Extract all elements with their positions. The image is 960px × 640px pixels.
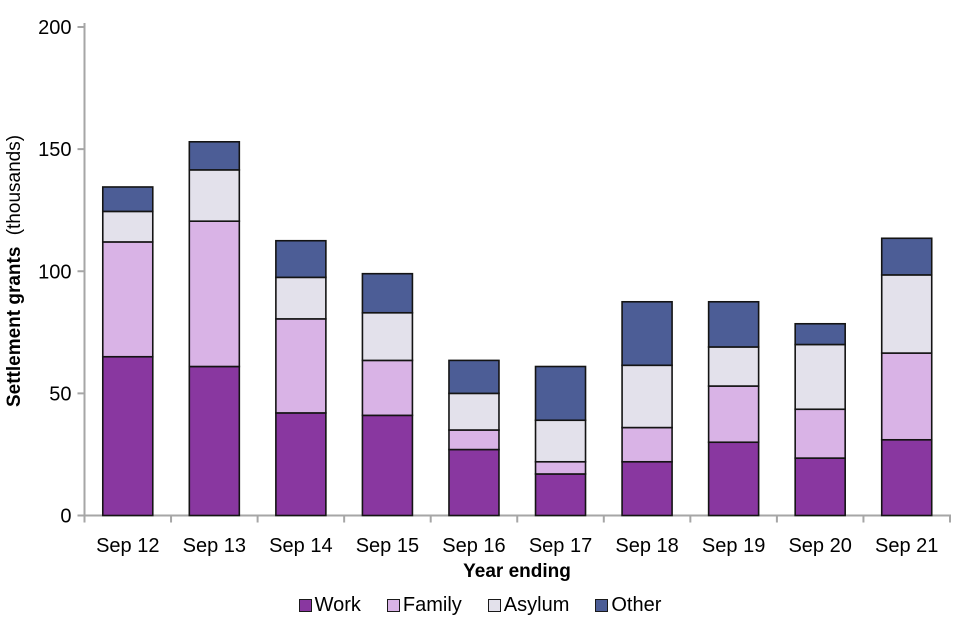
bar-segment-other <box>707 300 760 348</box>
y-axis-tick-label: 50 <box>49 383 71 405</box>
bar-segment-work <box>621 460 673 517</box>
x-axis-tick-label: Sep 19 <box>702 535 765 557</box>
x-axis <box>82 514 951 523</box>
legend-label-other: Other <box>611 594 662 616</box>
bar-segment-family <box>794 408 846 459</box>
x-axis-tick-label: Sep 12 <box>96 535 159 557</box>
legend-label-asylum: Asylum <box>503 594 570 616</box>
x-axis-tick-label: Sep 18 <box>615 535 678 557</box>
bar-segment-other <box>880 237 933 276</box>
bar-segment-asylum <box>361 311 414 362</box>
x-axis-title: Year ending <box>463 561 571 582</box>
legend-label-family: Family <box>402 594 462 616</box>
x-axis-tick-label: Sep 13 <box>183 535 246 557</box>
bar-segment-other <box>794 322 846 346</box>
bar-segment-asylum <box>101 210 154 243</box>
legend-swatch-family <box>386 599 400 612</box>
x-axis-tick-label: Sep 17 <box>529 535 592 557</box>
y-axis: 0 50 100 150 200 <box>38 17 86 528</box>
bar-segment-work <box>794 457 846 517</box>
bar-segment-work <box>707 441 760 517</box>
y-axis-title: Settlement grants (thousands) <box>4 135 25 407</box>
bar-segment-asylum <box>880 274 933 354</box>
bar-segment-family <box>361 359 414 417</box>
bar-segment-other <box>534 365 587 422</box>
bar-segment-family <box>275 318 327 414</box>
bar-segment-family <box>707 385 760 444</box>
x-axis-category-labels: Sep 12 Sep 13 Sep 14 Sep 15 Sep 16 Sep 17 Sep … <box>96 535 938 557</box>
legend-swatch-other <box>595 599 609 612</box>
legend-item-asylum: Asylum <box>487 594 570 617</box>
bar-segment-other <box>101 186 154 213</box>
bar-segment-asylum <box>188 169 241 222</box>
bar-segment-family <box>880 352 933 441</box>
bar-segment-asylum <box>448 392 500 431</box>
bar-segment-other <box>448 359 500 395</box>
bar-segment-family <box>534 460 587 475</box>
x-axis-tick-label: Sep 16 <box>442 535 505 557</box>
bar-segment-other <box>188 140 241 171</box>
x-axis-tick-label: Sep 14 <box>269 535 332 557</box>
bar-segment-work <box>448 448 500 517</box>
y-axis-tick-label: 100 <box>38 261 71 283</box>
bar-segment-asylum <box>794 343 846 411</box>
x-axis-tick-label: Sep 21 <box>875 535 938 557</box>
y-axis-tick-label: 200 <box>38 17 71 39</box>
bar-segment-asylum <box>275 276 327 320</box>
legend-label-work: Work <box>314 594 361 616</box>
bar-segment-family <box>188 220 241 368</box>
legend-swatch-work <box>298 599 312 612</box>
bar-segment-work <box>188 365 241 517</box>
bar-segment-work <box>534 473 587 517</box>
bar-segment-family <box>101 241 154 358</box>
bar-segment-work <box>275 412 327 517</box>
bar-segment-asylum <box>621 364 673 429</box>
x-axis-tick-label: Sep 20 <box>788 535 851 557</box>
legend-swatch-asylum <box>487 599 501 612</box>
bar-segment-work <box>880 438 933 517</box>
y-axis-tick-label: 150 <box>38 139 71 161</box>
bar-segment-other <box>621 300 673 367</box>
bar-segment-other <box>361 272 414 314</box>
bar-segment-asylum <box>707 346 760 387</box>
bars-group <box>101 140 933 517</box>
chart-legend: Work Family Asylum Other <box>0 594 960 617</box>
legend-item-work: Work <box>298 594 361 617</box>
y-axis-tick-label: 0 <box>60 506 71 528</box>
x-axis-tick-label: Sep 15 <box>356 535 419 557</box>
bar-segment-work <box>361 414 414 517</box>
legend-item-other: Other <box>595 594 661 617</box>
bar-segment-work <box>101 355 154 517</box>
legend-item-family: Family <box>386 594 462 617</box>
bar-segment-family <box>448 429 500 451</box>
bar-segment-family <box>621 426 673 463</box>
bar-segment-asylum <box>534 419 587 463</box>
bar-segment-other <box>275 239 327 279</box>
